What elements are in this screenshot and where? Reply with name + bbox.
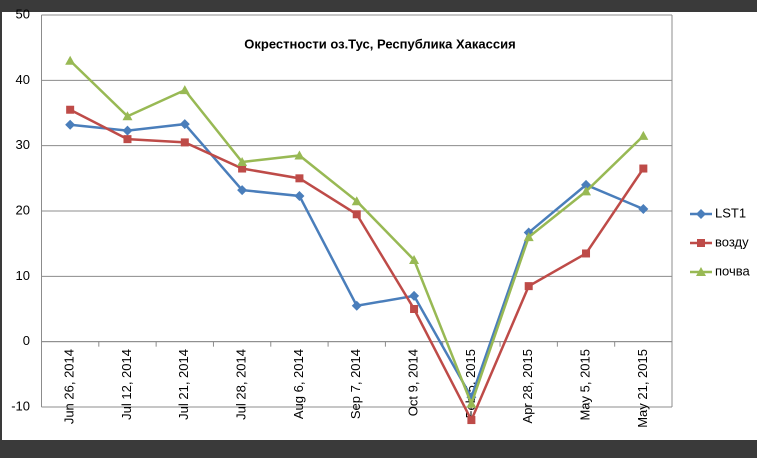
x-tick-label: Apr 28, 2015 (520, 349, 535, 423)
marker (66, 105, 75, 114)
marker (65, 119, 76, 130)
x-tick-label: Jul 21, 2014 (176, 349, 191, 420)
marker (294, 150, 305, 160)
legend-label: LST1 (715, 205, 746, 220)
marker (409, 290, 420, 301)
y-tick-label: 50 (16, 6, 30, 21)
legend-marker (697, 239, 705, 247)
x-tick-label: Jun 26, 2014 (62, 349, 77, 424)
marker (351, 196, 362, 206)
marker (238, 164, 247, 173)
y-tick-label: 40 (16, 72, 30, 87)
y-tick-label: 10 (16, 268, 30, 283)
marker (179, 85, 190, 95)
x-tick-label: Aug 6, 2014 (291, 349, 306, 419)
x-tick-label: Jul 12, 2014 (119, 349, 134, 420)
marker (180, 138, 189, 147)
marker (409, 255, 420, 264)
x-tick-label: Feb 5, 2015 (463, 349, 478, 418)
x-tick-label: Oct 9, 2014 (406, 349, 421, 416)
marker (352, 210, 361, 219)
marker (122, 125, 133, 136)
marker (638, 130, 649, 140)
marker (122, 111, 133, 121)
y-tick-label: -10 (11, 398, 30, 413)
marker (582, 249, 591, 258)
legend-label: почва (715, 263, 751, 278)
marker (179, 119, 190, 130)
marker (581, 186, 592, 196)
marker (638, 204, 649, 215)
x-tick-label: Jul 28, 2014 (234, 349, 249, 420)
marker (524, 282, 533, 291)
marker (295, 174, 304, 183)
marker (237, 157, 248, 166)
x-tick-label: May 21, 2015 (635, 349, 650, 428)
x-tick-label: Sep 7, 2014 (348, 349, 363, 419)
marker (237, 185, 248, 196)
marker (523, 232, 534, 242)
x-tick-label: May 5, 2015 (577, 349, 592, 421)
y-tick-label: 20 (16, 202, 30, 217)
legend-marker (696, 267, 706, 276)
marker (123, 135, 132, 144)
marker (351, 300, 362, 311)
marker (467, 416, 476, 425)
marker (466, 398, 477, 408)
y-tick-label: 0 (23, 333, 30, 348)
legend-marker (696, 209, 706, 219)
marker (294, 190, 305, 201)
legend-label: возду (715, 234, 749, 249)
marker (65, 55, 76, 65)
marker (410, 305, 419, 313)
y-tick-label: 30 (16, 137, 30, 152)
chart-title: Окрестности оз.Тус, Республика Хакассия (244, 36, 515, 51)
marker (639, 164, 648, 173)
